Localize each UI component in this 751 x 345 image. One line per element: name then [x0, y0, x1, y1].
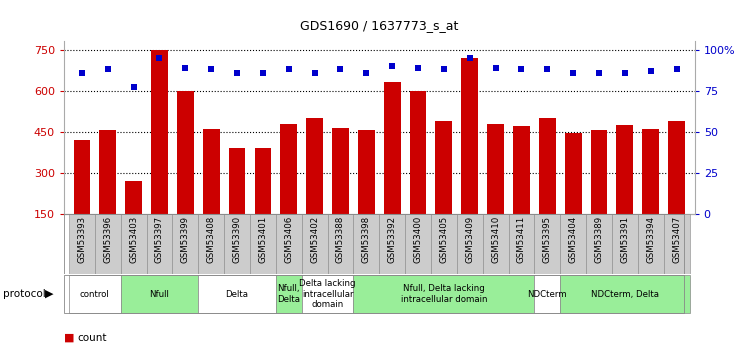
Text: Nfull, Delta lacking
intracellular domain: Nfull, Delta lacking intracellular domai…: [400, 284, 487, 304]
Text: GSM53406: GSM53406: [285, 216, 294, 263]
Text: GSM53392: GSM53392: [388, 216, 397, 263]
Bar: [586, 214, 612, 274]
Bar: [668, 121, 685, 214]
Text: protocol: protocol: [3, 289, 46, 299]
Text: GSM53404: GSM53404: [569, 216, 578, 263]
Bar: [198, 214, 224, 274]
Text: GSM53394: GSM53394: [646, 216, 655, 263]
Bar: [617, 125, 633, 214]
Bar: [565, 133, 581, 214]
Text: GSM53409: GSM53409: [465, 216, 474, 263]
Bar: [590, 130, 608, 214]
Bar: [483, 214, 508, 274]
Bar: [436, 121, 452, 214]
Text: NDCterm, Delta: NDCterm, Delta: [591, 289, 659, 299]
Bar: [146, 214, 173, 274]
Text: GSM53395: GSM53395: [543, 216, 552, 263]
Bar: [255, 148, 271, 214]
Text: Delta: Delta: [225, 289, 249, 299]
Text: GSM53390: GSM53390: [233, 216, 242, 263]
Text: GSM53408: GSM53408: [207, 216, 216, 263]
Bar: [560, 275, 689, 313]
Text: GSM53388: GSM53388: [336, 216, 345, 263]
Bar: [99, 130, 116, 214]
Text: NDCterm: NDCterm: [527, 289, 567, 299]
Bar: [461, 58, 478, 214]
Bar: [431, 214, 457, 274]
Text: GSM53398: GSM53398: [362, 216, 371, 263]
Text: GSM53400: GSM53400: [414, 216, 423, 263]
Bar: [280, 124, 297, 214]
Bar: [302, 275, 354, 313]
Bar: [69, 214, 95, 274]
Bar: [198, 275, 276, 313]
Text: GSM53403: GSM53403: [129, 216, 138, 263]
Bar: [173, 214, 198, 274]
Text: count: count: [77, 333, 107, 343]
Text: GSM53401: GSM53401: [258, 216, 267, 263]
Bar: [409, 91, 427, 214]
Bar: [327, 214, 354, 274]
Text: Nfull: Nfull: [149, 289, 170, 299]
Bar: [379, 214, 405, 274]
Bar: [612, 214, 638, 274]
Text: GSM53393: GSM53393: [77, 216, 86, 263]
Bar: [74, 140, 90, 214]
Bar: [664, 214, 689, 274]
Text: GSM53399: GSM53399: [181, 216, 190, 263]
Bar: [457, 214, 483, 274]
Text: GSM53396: GSM53396: [104, 216, 113, 263]
Bar: [121, 275, 198, 313]
Text: GSM53402: GSM53402: [310, 216, 319, 263]
Text: ■: ■: [64, 333, 78, 343]
Bar: [560, 214, 586, 274]
Bar: [69, 275, 121, 313]
Text: GSM53405: GSM53405: [439, 216, 448, 263]
Bar: [224, 214, 250, 274]
Bar: [177, 91, 194, 214]
Text: GSM53410: GSM53410: [491, 216, 500, 263]
Bar: [151, 50, 168, 214]
Text: control: control: [80, 289, 110, 299]
Bar: [642, 129, 659, 214]
Bar: [539, 118, 556, 214]
Text: Nfull,
Delta: Nfull, Delta: [277, 284, 300, 304]
Bar: [203, 129, 219, 214]
Bar: [302, 214, 327, 274]
Bar: [405, 214, 431, 274]
Text: GSM53389: GSM53389: [595, 216, 604, 263]
Bar: [384, 82, 400, 214]
Bar: [513, 126, 530, 214]
Bar: [121, 214, 146, 274]
Text: GSM53397: GSM53397: [155, 216, 164, 263]
Text: GSM53411: GSM53411: [517, 216, 526, 263]
Bar: [535, 275, 560, 313]
Text: GSM53407: GSM53407: [672, 216, 681, 263]
Bar: [535, 214, 560, 274]
Bar: [125, 181, 142, 214]
Bar: [228, 148, 246, 214]
Bar: [276, 275, 302, 313]
Bar: [250, 214, 276, 274]
Bar: [354, 275, 535, 313]
Text: Delta lacking
intracellular
domain: Delta lacking intracellular domain: [300, 279, 356, 309]
Bar: [508, 214, 535, 274]
Bar: [354, 214, 379, 274]
Text: GSM53391: GSM53391: [620, 216, 629, 263]
Bar: [306, 118, 323, 214]
Bar: [276, 214, 302, 274]
Bar: [332, 128, 349, 214]
Text: GDS1690 / 1637773_s_at: GDS1690 / 1637773_s_at: [300, 19, 458, 32]
Bar: [95, 214, 121, 274]
Text: ▶: ▶: [45, 289, 54, 299]
Bar: [487, 124, 504, 214]
Bar: [638, 214, 664, 274]
Bar: [358, 130, 375, 214]
